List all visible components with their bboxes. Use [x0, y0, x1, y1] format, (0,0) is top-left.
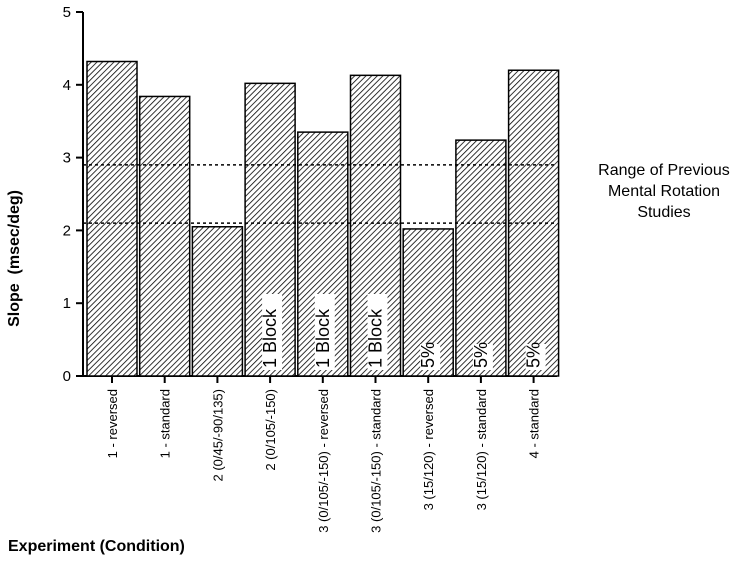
bar-labels: 1 Block 1 Block 1 Block 5% 5% 5%	[260, 294, 546, 370]
reference-range-label: Range of Previous Mental Rotation Studies	[582, 160, 746, 223]
x-tick-label: 1 - standard	[158, 389, 173, 458]
bar-label-text: 5%	[524, 342, 544, 368]
bar	[138, 95, 191, 377]
reference-lines	[83, 164, 557, 224]
x-tick-label: 3 (15/120) - reversed	[421, 389, 436, 510]
bar-label: 5%	[471, 342, 493, 370]
y-tick-label: 2	[63, 222, 71, 239]
y-tick-label: 1	[63, 295, 71, 312]
y-tick-label: 0	[63, 368, 71, 385]
x-tick-labels: 1 - reversed 1 - standard 2 (0/45/-90/135)…	[105, 376, 542, 533]
x-tick-label: 3 (15/120) - standard	[474, 389, 489, 510]
bar-label-text: 5%	[418, 342, 438, 368]
bar-label-background	[262, 294, 283, 370]
bar-label: 5%	[418, 342, 441, 370]
bar-label-background	[420, 344, 441, 370]
y-tick-label: 3	[63, 150, 71, 167]
bar	[86, 60, 138, 377]
x-tick-label: 3 (0/105/-150) - reversed	[316, 389, 331, 533]
bar-label-background	[472, 344, 493, 370]
x-tick-label: 3 (0/105/-150) - standard	[369, 389, 384, 533]
reference-range-label-line: Range of Previous	[598, 162, 730, 179]
y-tick-label: 4	[63, 77, 71, 94]
reference-range-label-line: Mental Rotation	[607, 183, 721, 200]
bar-label-text: 1 Block	[366, 308, 386, 368]
bar-label-text: 5%	[471, 342, 491, 368]
y-tick-label: 5	[63, 4, 71, 21]
bar-label: 5%	[524, 342, 546, 370]
bar-label-background	[367, 294, 388, 370]
x-tick-label: 2 (0/105/-150)	[263, 389, 278, 471]
reference-range-label-line: Studies	[637, 204, 691, 221]
bar-label: 1 Block	[260, 294, 283, 370]
bar-label-text: 1 Block	[260, 308, 280, 368]
y-axis-label: Slope (msec/deg)	[6, 190, 23, 327]
x-axis-label: Experiment (Condition)	[8, 538, 185, 555]
x-tick-label: 4 - standard	[527, 389, 542, 458]
bar	[455, 139, 507, 377]
bar-label-text: 1 Block	[313, 308, 333, 368]
bar-label-background	[314, 294, 335, 370]
bar-label-background	[525, 344, 546, 370]
x-tick-label: 2 (0/45/-90/135)	[210, 389, 225, 482]
bar-label: 1 Block	[366, 294, 388, 370]
bar	[191, 226, 244, 377]
x-tick-label: 1 - reversed	[105, 389, 120, 458]
bar-label: 1 Block	[313, 294, 335, 370]
